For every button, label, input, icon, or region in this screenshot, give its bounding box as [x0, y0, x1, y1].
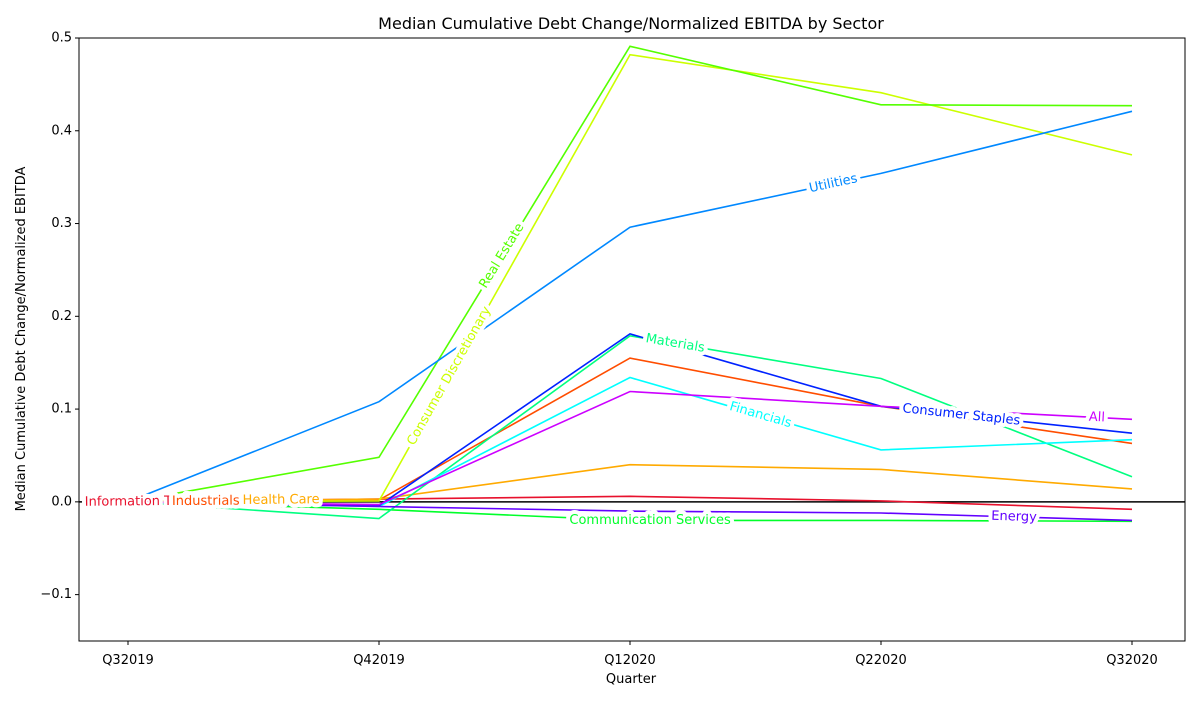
series-line-10 — [127, 501, 1133, 522]
y-tick-label: 0.3 — [51, 216, 72, 231]
series-line-11 — [127, 390, 1133, 506]
series-line-8 — [127, 110, 1133, 503]
series-label-2: Health Care — [243, 492, 320, 508]
x-tick-label: Q22020 — [855, 653, 907, 668]
x-tick-label: Q12020 — [604, 653, 656, 668]
y-tick-label: 0.5 — [51, 31, 72, 46]
y-tick-label: 0.0 — [51, 494, 72, 509]
x-tick-label: Q42019 — [353, 653, 405, 668]
series-label-10: Energy — [991, 509, 1037, 525]
series-label-1: Industrials — [172, 494, 240, 509]
x-axis-label: Quarter — [606, 672, 657, 687]
x-tick-label: Q32020 — [1106, 653, 1158, 668]
series-line-4 — [127, 45, 1133, 503]
series-line-5 — [127, 501, 1133, 523]
plot-frame — [78, 37, 1186, 642]
series-line-3 — [127, 53, 1133, 503]
y-axis-label: Median Cumulative Debt Change/Normalized… — [14, 166, 29, 511]
series-line-2 — [127, 463, 1133, 503]
series-label-5: Communication Services — [569, 513, 731, 528]
y-tick-label: 0.4 — [51, 123, 72, 138]
chart-title: Median Cumulative Debt Change/Normalized… — [378, 14, 884, 33]
x-tick-label: Q32019 — [102, 653, 154, 668]
y-tick-label: 0.2 — [51, 309, 72, 324]
y-tick-label: 0.1 — [51, 402, 72, 417]
y-tick-label: −0.1 — [40, 587, 72, 602]
series-label-11: All — [1088, 410, 1105, 426]
